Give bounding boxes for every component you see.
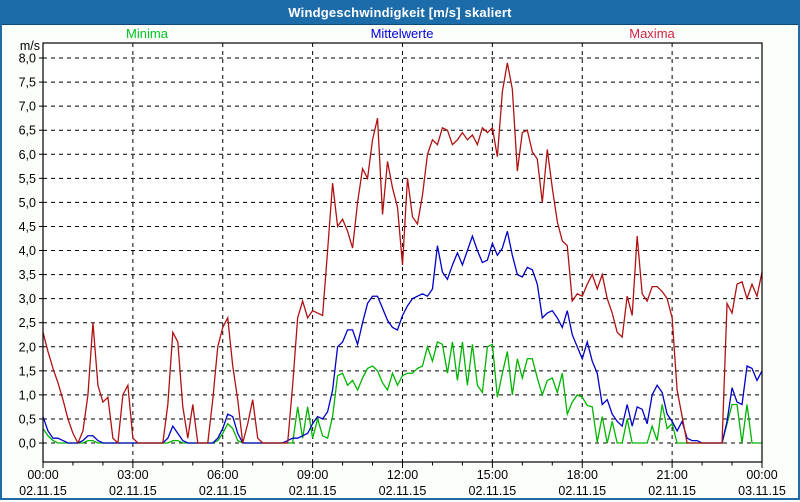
x-axis-date-label: 03.11.15: [738, 484, 786, 498]
x-axis-time-label: 09:00: [297, 468, 328, 482]
y-axis-unit-label: m/s: [20, 39, 40, 53]
x-axis-time-label: 06:00: [207, 468, 238, 482]
x-axis-time-label: 18:00: [567, 468, 598, 482]
x-axis-date-label: 02.11.15: [289, 484, 337, 498]
y-axis-label: 8,0: [19, 52, 36, 66]
x-axis-date-label: 02.11.15: [648, 484, 696, 498]
y-axis-label: 1,0: [19, 388, 36, 402]
y-axis-label: 4,5: [19, 220, 36, 234]
x-axis-date-label: 02.11.15: [199, 484, 247, 498]
y-axis-label: 0,5: [19, 412, 36, 426]
x-axis-date-label: 02.11.15: [469, 484, 517, 498]
y-axis-label: 1,5: [19, 364, 36, 378]
x-axis-date-label: 02.11.15: [379, 484, 427, 498]
y-axis-label: 2,0: [19, 340, 36, 354]
x-axis-date-label: 02.11.15: [109, 484, 157, 498]
x-axis-time-label: 15:00: [477, 468, 508, 482]
y-axis-label: 5,5: [19, 172, 36, 186]
y-axis-label: 6,5: [19, 124, 36, 138]
y-axis-label: 3,0: [19, 292, 36, 306]
y-axis-label: 7,5: [19, 76, 36, 90]
x-axis-time-label: 12:00: [387, 468, 418, 482]
y-axis-label: 4,0: [19, 244, 36, 258]
y-axis-label: 5,0: [19, 196, 36, 210]
y-axis-label: 6,0: [19, 148, 36, 162]
x-axis-time-label: 00:00: [27, 468, 58, 482]
y-axis-label: 2,5: [19, 316, 36, 330]
x-axis-time-label: 00:00: [746, 468, 777, 482]
y-axis-label: 7,0: [19, 100, 36, 114]
y-axis-label: 3,5: [19, 268, 36, 282]
x-axis-time-label: 03:00: [117, 468, 148, 482]
x-axis-date-label: 02.11.15: [558, 484, 606, 498]
x-axis-time-label: 21:00: [656, 468, 687, 482]
y-axis-label: 0,0: [19, 437, 36, 451]
x-axis-date-label: 02.11.15: [19, 484, 67, 498]
